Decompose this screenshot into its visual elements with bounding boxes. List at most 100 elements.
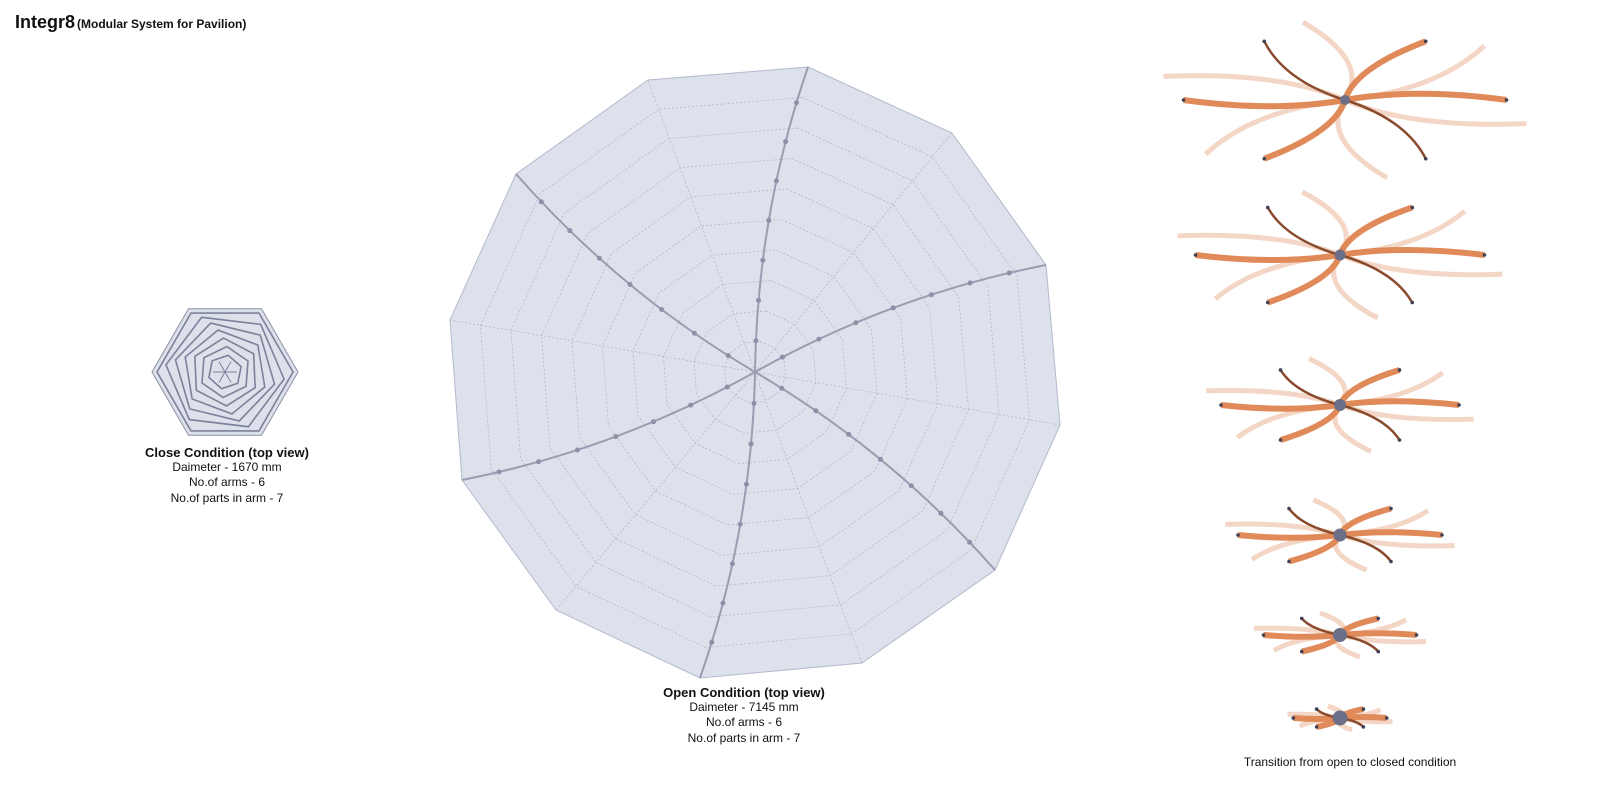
hub <box>1332 710 1348 726</box>
arm-tip <box>1482 253 1487 257</box>
ring <box>510 127 1000 618</box>
joint <box>574 447 580 453</box>
arm <box>1183 97 1346 110</box>
arm <box>1339 630 1417 638</box>
arm <box>1266 206 1341 257</box>
arm-tip <box>1410 300 1415 305</box>
joint <box>729 561 735 567</box>
joint <box>756 297 762 303</box>
joint <box>779 385 785 391</box>
joint <box>659 307 665 313</box>
arm-tip <box>1236 533 1240 537</box>
close-condition-drawing <box>151 308 299 436</box>
arm <box>1342 38 1427 102</box>
ring <box>480 97 1030 648</box>
arm-tip <box>1265 205 1270 210</box>
arm-tip <box>1262 39 1267 44</box>
joint <box>725 353 731 359</box>
joint <box>720 600 726 606</box>
arm-tip <box>1504 98 1509 102</box>
arm-tip <box>1299 649 1304 654</box>
hub <box>1334 399 1346 411</box>
arm <box>1195 252 1341 264</box>
joint <box>783 139 789 145</box>
arm <box>1263 98 1348 162</box>
spoke <box>218 361 226 373</box>
ring <box>541 158 969 587</box>
joint <box>691 330 697 336</box>
subtitle: (Modular System for Pavilion) <box>77 17 246 31</box>
joint <box>751 400 757 406</box>
arm-tip <box>1414 633 1419 637</box>
close-line: No.of parts in arm - 7 <box>171 491 284 505</box>
open-condition-drawing <box>449 66 1061 679</box>
ring <box>571 188 939 556</box>
spiral-ring <box>165 316 285 428</box>
arm-ghost <box>1163 73 1346 103</box>
joint <box>967 539 973 545</box>
open-line: Daimeter - 7145 mm <box>689 700 798 714</box>
arm <box>754 66 809 373</box>
spoke <box>218 371 226 383</box>
arm-tip <box>1376 649 1381 654</box>
joint <box>1006 270 1012 276</box>
arm-tip <box>1376 616 1381 621</box>
arm <box>1344 90 1507 103</box>
radial <box>449 319 756 373</box>
arm-tip <box>1181 98 1186 102</box>
joint <box>753 338 759 344</box>
ring <box>693 310 817 434</box>
joint <box>709 639 715 645</box>
joint <box>748 441 754 447</box>
hub <box>1333 628 1347 642</box>
arm <box>1237 532 1341 541</box>
spiral-ring <box>194 337 256 407</box>
ring <box>602 219 908 526</box>
joint <box>538 199 544 205</box>
joint <box>938 510 944 516</box>
joint <box>737 521 743 527</box>
arm-tip <box>1384 716 1389 720</box>
joint <box>793 100 799 106</box>
arm-tip <box>1219 403 1223 407</box>
arm-tip <box>1291 716 1296 720</box>
ring <box>663 280 847 465</box>
spiral-ring <box>174 322 276 422</box>
arm-tip <box>1457 403 1461 407</box>
open-line: No.of parts in arm - 7 <box>688 731 801 745</box>
arm-tip <box>1278 368 1283 372</box>
arm-tip <box>1193 253 1198 257</box>
transition-drawings <box>1163 20 1527 733</box>
arm-tip <box>1287 559 1291 564</box>
joint <box>496 469 502 475</box>
transition-caption: Transition from open to closed condition <box>1244 755 1456 769</box>
joint <box>596 255 602 261</box>
joint <box>743 481 749 487</box>
hub <box>1340 95 1350 105</box>
arm-tip <box>1423 156 1428 161</box>
joint <box>908 483 914 489</box>
arm <box>1339 403 1401 441</box>
arm <box>1337 204 1414 257</box>
arm-tip <box>1265 300 1270 305</box>
radial <box>754 371 1061 426</box>
open-line: No.of arms - 6 <box>706 715 782 729</box>
joint <box>724 384 730 390</box>
arm-tip <box>1389 559 1393 564</box>
spiral-ring <box>156 312 294 432</box>
joint <box>878 456 884 462</box>
joint <box>890 305 896 311</box>
close-line: Daimeter - 1670 mm <box>172 460 281 474</box>
arm <box>1263 632 1341 640</box>
spiral-ring <box>208 354 242 390</box>
arm <box>1279 369 1341 407</box>
arm-ghost <box>1344 97 1527 127</box>
hub <box>1334 249 1346 261</box>
arm-tip <box>1410 205 1415 210</box>
joint <box>760 257 766 263</box>
arm-tip <box>1314 707 1319 711</box>
arm-tip <box>1397 438 1402 442</box>
close-line: No.of arms - 6 <box>189 475 265 489</box>
joint <box>773 178 779 184</box>
